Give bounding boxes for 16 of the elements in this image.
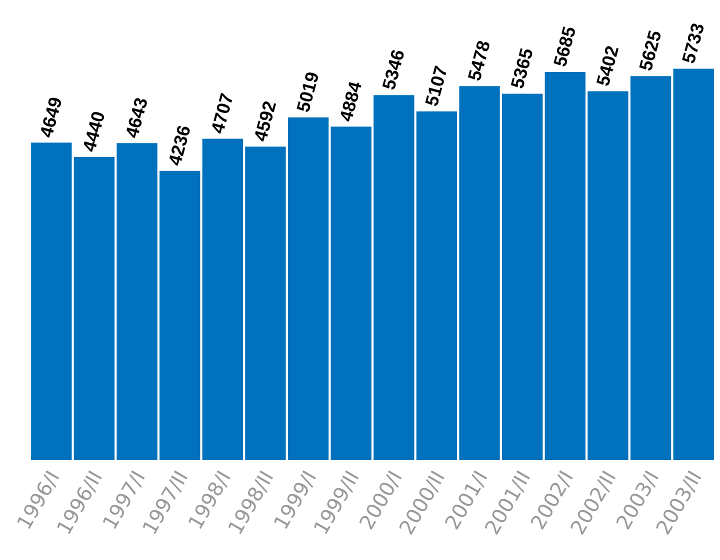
data-label: 4707 — [206, 90, 238, 136]
data-label: 5365 — [506, 46, 537, 91]
data-label: 4884 — [336, 80, 366, 124]
data-label: 5346 — [378, 47, 409, 92]
data-label: 5402 — [592, 43, 623, 88]
data-label: 4236 — [164, 123, 194, 168]
data-label: 4592 — [249, 98, 280, 144]
data-label: 4649 — [35, 94, 66, 140]
data-label: 5019 — [292, 70, 323, 114]
data-label: 5685 — [548, 24, 580, 69]
data-label: 5107 — [420, 64, 452, 108]
data-label: 4643 — [120, 95, 152, 140]
data-label: 4440 — [78, 109, 109, 154]
data-label: 5625 — [634, 28, 666, 73]
data-label: 5733 — [677, 20, 708, 66]
data-label: 5478 — [463, 38, 494, 83]
